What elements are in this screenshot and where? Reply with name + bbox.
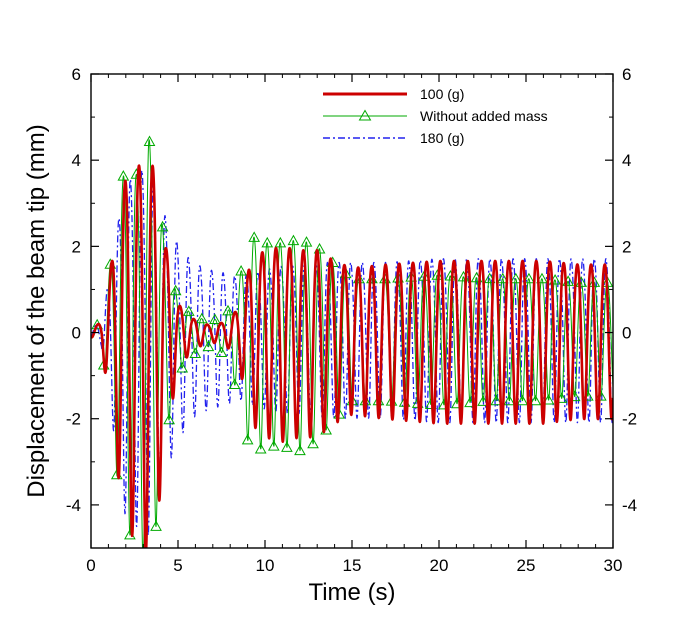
- series-marker-triangle: [195, 312, 208, 324]
- x-tick-label: 0: [86, 556, 95, 575]
- series-marker-triangle: [189, 347, 202, 359]
- y-tick-label-right: -2: [622, 410, 637, 429]
- series-marker-triangle: [496, 272, 509, 284]
- series-marker-triangle: [215, 346, 228, 358]
- legend-label-180g: 180 (g): [420, 130, 464, 146]
- y-tick-label-left: -4: [66, 496, 81, 515]
- series-marker-triangle: [307, 437, 319, 449]
- series-marker-triangle: [202, 340, 215, 352]
- series-marker-triangle: [222, 304, 234, 316]
- series-marker-triangle: [503, 394, 516, 406]
- x-tick-label: 25: [517, 556, 536, 575]
- legend-label-100g: 100 (g): [420, 86, 464, 102]
- x-tick-label: 30: [604, 556, 623, 575]
- x-axis-title: Time (s): [308, 579, 395, 606]
- series-marker-triangle: [274, 236, 287, 248]
- series-marker-triangle: [294, 444, 306, 456]
- y-tick-label-right: 6: [622, 65, 631, 84]
- y-tick-label-right: -4: [622, 496, 637, 515]
- series-marker-triangle: [228, 378, 241, 389]
- series-marker-triangle: [254, 442, 267, 454]
- series-marker-triangle: [156, 220, 169, 232]
- y-axis-title: Displacement of the beam tip (mm): [23, 124, 50, 497]
- y-tick-label-left: 6: [72, 65, 81, 84]
- series-marker-triangle: [509, 272, 522, 284]
- series-marker-triangle: [235, 265, 247, 276]
- series-marker-triangle: [287, 234, 300, 246]
- series-layer: [91, 135, 613, 564]
- series-marker-triangle: [209, 313, 221, 324]
- series-marker-triangle: [516, 394, 529, 406]
- y-tick-label-left: 2: [72, 237, 81, 256]
- series-marker-triangle: [523, 272, 535, 284]
- legend: 100 (g) Without added mass 180 (g): [323, 86, 548, 146]
- series-marker-triangle: [138, 555, 148, 564]
- series-marker-triangle: [267, 440, 280, 451]
- series-marker-triangle: [143, 135, 156, 147]
- x-tick-label: 20: [430, 556, 449, 575]
- x-tick-label: 10: [256, 556, 275, 575]
- series-line-2: [91, 169, 613, 536]
- series-marker-triangle: [490, 394, 503, 406]
- series-marker-triangle: [182, 305, 195, 316]
- y-tick-label-right: 2: [622, 237, 631, 256]
- y-tick-label-left: -2: [66, 410, 81, 429]
- series-marker-triangle: [281, 441, 293, 452]
- series-marker-triangle: [248, 231, 261, 242]
- series-marker-triangle: [176, 361, 189, 373]
- x-tick-label: 15: [343, 556, 362, 575]
- y-tick-label-right: 0: [622, 324, 631, 343]
- series-marker-triangle: [169, 284, 182, 296]
- series-marker-triangle: [477, 395, 489, 406]
- series-marker-triangle: [300, 236, 313, 247]
- series-marker-triangle: [313, 242, 326, 254]
- series-marker-triangle: [261, 236, 274, 248]
- y-tick-label-left: 0: [72, 324, 81, 343]
- series-marker-triangle: [117, 170, 130, 181]
- series-marker-triangle: [163, 413, 175, 425]
- legend-label-without-added-mass: Without added mass: [420, 108, 548, 124]
- y-tick-label-left: 4: [72, 151, 81, 170]
- y-tick-label-right: 4: [622, 151, 631, 170]
- ticks-layer: 0 5 10 15 20 25 30 -4 -4 -2 -2 0 0 2 2 4 4 6 6: [66, 65, 637, 575]
- legend-marker-triangle: [358, 109, 372, 121]
- series-marker-triangle: [241, 433, 254, 445]
- series-marker-triangle: [529, 394, 542, 406]
- series-marker-triangle: [536, 272, 548, 284]
- series-marker-triangle: [542, 394, 555, 405]
- series-line-0: [91, 164, 613, 548]
- x-tick-label: 5: [173, 556, 182, 575]
- series-marker-triangle: [150, 520, 162, 531]
